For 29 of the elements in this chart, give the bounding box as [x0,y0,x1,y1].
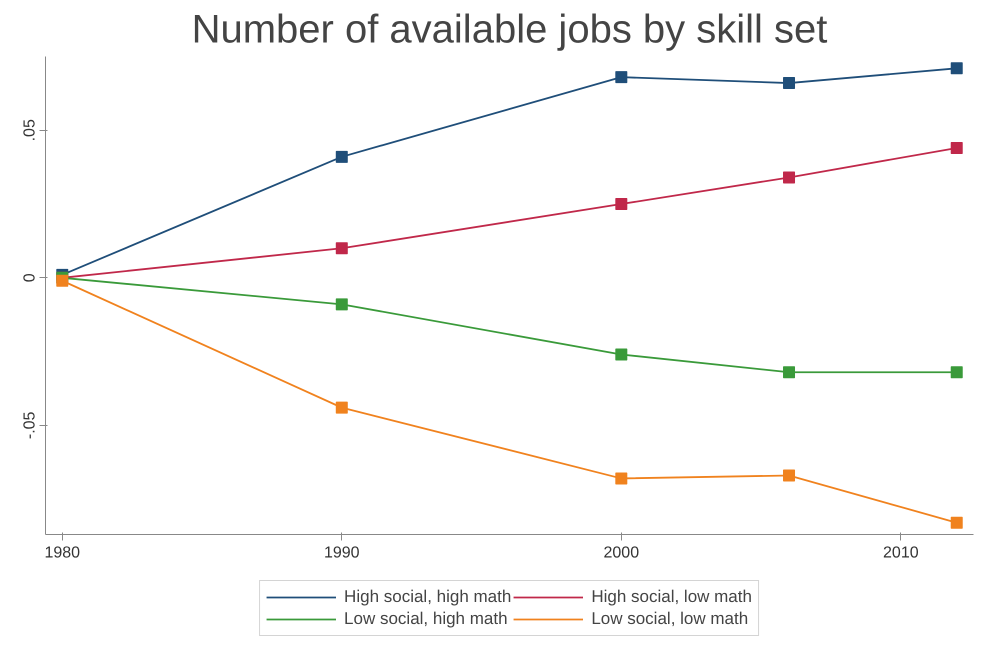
legend-label: Low social, low math [591,608,748,628]
point [950,62,963,74]
point [336,402,348,414]
legend-label: High social, low math [591,586,752,606]
point [615,198,628,210]
legend-label: Low social, high math [344,608,508,628]
point [783,366,796,378]
point [783,171,796,184]
y-tick-label: -.05 [22,411,38,440]
point [783,469,796,482]
point [615,348,628,361]
y-tick-label: 0 [22,273,38,282]
point [336,242,348,254]
x-tick-label: 1990 [324,544,360,562]
y-tick-label: .05 [22,119,38,142]
legend-label: High social, high math [344,586,512,606]
point [336,298,348,310]
point [615,71,628,84]
x-tick-label: 1980 [44,544,80,562]
point [783,77,796,90]
point [950,366,963,378]
point [950,516,963,529]
x-tick-label: 2000 [604,544,640,562]
point [336,150,348,163]
chart-title: Number of available jobs by skill set [192,8,828,52]
x-tick-label: 2010 [883,544,919,562]
point [56,274,68,287]
point [950,142,963,154]
point [615,472,628,484]
